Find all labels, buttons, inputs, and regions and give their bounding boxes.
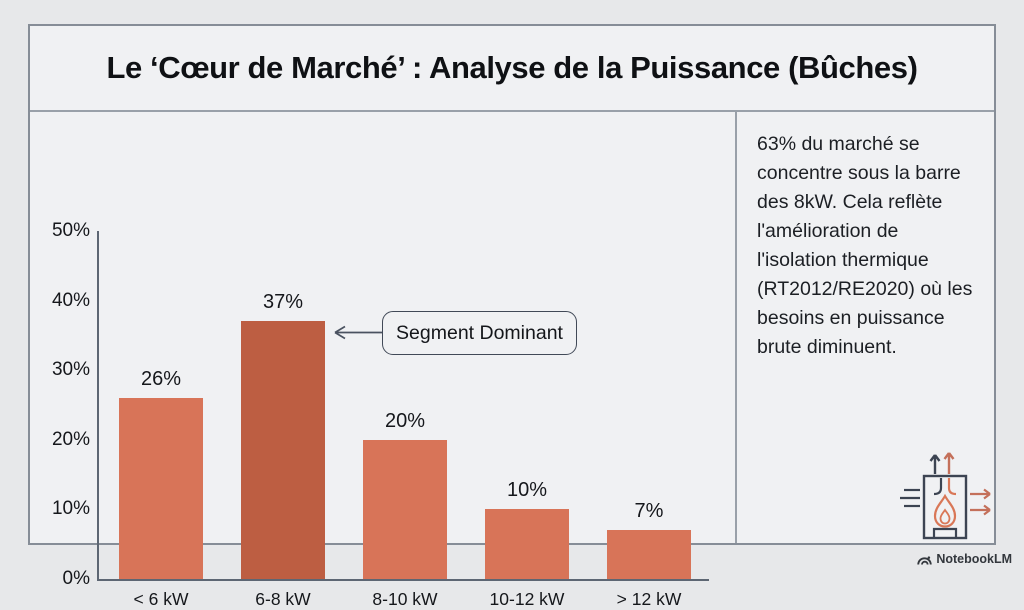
y-tick-label: 20% [51,428,90,450]
bar-value-label: 37% [262,291,304,313]
plot-area: Segment Dominant 0% 10% 20% 30% 40% 50% 26% < 6… [30,112,735,609]
insight-text: 63% du marché se concentre sous la barre… [757,133,973,358]
bar-value-label: 26% [140,368,182,390]
bar-value-label: 7% [634,500,664,522]
y-tick-label: 10% [51,498,90,520]
watermark-label: NotebookLM [936,552,1012,566]
x-tick-label: 6-8 kW [255,589,311,609]
stove-airflow-icon [894,450,1002,553]
x-tick-label: > 12 kW [616,589,682,609]
page-title: Le ‘Cœur de Marché’ : Analyse de la Puis… [106,50,918,85]
bar-8-10 kW [363,440,447,579]
header: Le ‘Cœur de Marché’ : Analyse de la Puis… [30,26,994,112]
bar-< 6 kW [119,398,203,579]
panel-divider [735,112,737,543]
x-tick-label: < 6 kW [133,589,189,609]
slide-frame: Le ‘Cœur de Marché’ : Analyse de la Puis… [28,24,996,609]
x-axis-line [97,579,709,581]
y-axis-line [97,231,99,581]
bar-value-label: 20% [384,410,426,432]
dominant-segment-callout: Segment Dominant [382,311,577,355]
y-tick-label: 0% [62,568,90,589]
bar-> 12 kW [607,530,691,579]
bar-6-8 kW [241,321,325,579]
bar-value-label: 10% [506,479,548,501]
x-tick-label: 10-12 kW [489,589,565,609]
bar-10-12 kW [485,509,569,579]
y-tick-label: 30% [51,359,90,381]
x-tick-label: 8-10 kW [372,589,438,609]
left-arrow-icon [332,324,384,346]
notebooklm-logo-icon [917,553,932,566]
watermark: NotebookLM [917,551,1012,567]
y-tick-label: 40% [51,289,90,311]
y-tick-label: 50% [51,220,90,241]
